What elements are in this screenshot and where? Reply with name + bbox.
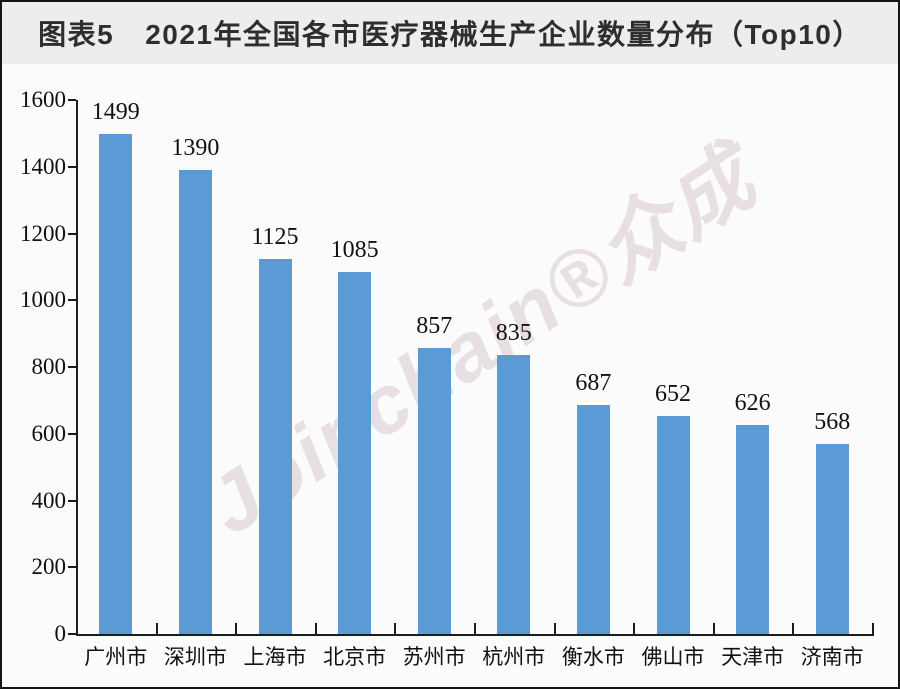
bar <box>576 405 610 634</box>
x-axis-label: 苏州市 <box>402 646 466 669</box>
x-axis-label: 深圳市 <box>163 646 227 669</box>
bar-value-label: 626 <box>734 390 771 416</box>
bar <box>736 425 770 634</box>
bar <box>338 272 372 634</box>
y-axis-label: 1000 <box>20 287 66 313</box>
bar-value-label: 687 <box>575 370 612 396</box>
y-tick <box>68 432 76 435</box>
y-tick <box>68 499 76 502</box>
y-tick <box>68 633 76 635</box>
x-axis-label: 天津市 <box>721 646 785 669</box>
bar <box>656 416 690 634</box>
y-tick <box>68 566 76 569</box>
y-axis-line <box>76 100 78 636</box>
y-axis-label: 0 <box>54 621 67 646</box>
x-tick <box>872 623 874 636</box>
bar-value-label: 1390 <box>171 135 220 161</box>
y-axis-label: 200 <box>31 554 67 580</box>
bar-value-label: 1499 <box>91 99 140 125</box>
x-tick <box>314 623 317 636</box>
bar <box>815 444 849 634</box>
bar <box>417 348 451 634</box>
y-tick <box>68 366 76 368</box>
chart-title: 图表5 2021年全国各市医疗器械生产企业数量分布（Top10） <box>38 19 862 50</box>
x-axis-label: 广州市 <box>84 646 148 669</box>
x-tick <box>792 623 795 636</box>
x-tick <box>235 623 238 636</box>
y-axis-label: 1400 <box>20 153 66 179</box>
bar-value-label: 652 <box>655 381 691 407</box>
x-axis-label: 衡水市 <box>561 646 625 669</box>
x-axis-label: 佛山市 <box>641 646 705 669</box>
bar <box>258 259 292 634</box>
y-tick <box>68 165 76 168</box>
y-axis-label: 1200 <box>20 220 66 246</box>
bar <box>99 134 133 634</box>
bar <box>497 355 531 634</box>
bar <box>178 170 212 634</box>
y-tick <box>68 232 76 235</box>
x-tick <box>553 623 556 636</box>
y-tick <box>68 299 76 302</box>
bar-value-label: 568 <box>814 409 851 435</box>
x-axis-label: 济南市 <box>800 646 864 669</box>
y-axis-label: 400 <box>31 487 67 513</box>
x-tick <box>394 623 397 636</box>
x-tick <box>712 623 715 636</box>
y-axis-label: 800 <box>31 354 67 379</box>
x-axis-label: 杭州市 <box>482 646 546 669</box>
x-axis-label: 北京市 <box>323 646 387 669</box>
y-axis-label: 1600 <box>20 87 66 112</box>
chart-area: Joinchain®众成 0 200 400 600 800 1000 1200 1400 16… <box>2 64 898 687</box>
x-axis-label: 上海市 <box>243 646 307 669</box>
x-tick <box>155 623 158 636</box>
x-tick <box>76 623 78 636</box>
bar-value-label: 835 <box>495 320 532 346</box>
bar-value-label: 857 <box>416 313 453 339</box>
y-tick <box>68 99 76 101</box>
x-tick <box>474 623 476 636</box>
y-axis-label: 600 <box>31 420 67 446</box>
x-tick <box>633 623 636 636</box>
bar-value-label: 1085 <box>330 237 379 263</box>
bar-value-label: 1125 <box>251 224 299 250</box>
title-band: 图表5 2021年全国各市医疗器械生产企业数量分布（Top10） <box>2 2 898 64</box>
